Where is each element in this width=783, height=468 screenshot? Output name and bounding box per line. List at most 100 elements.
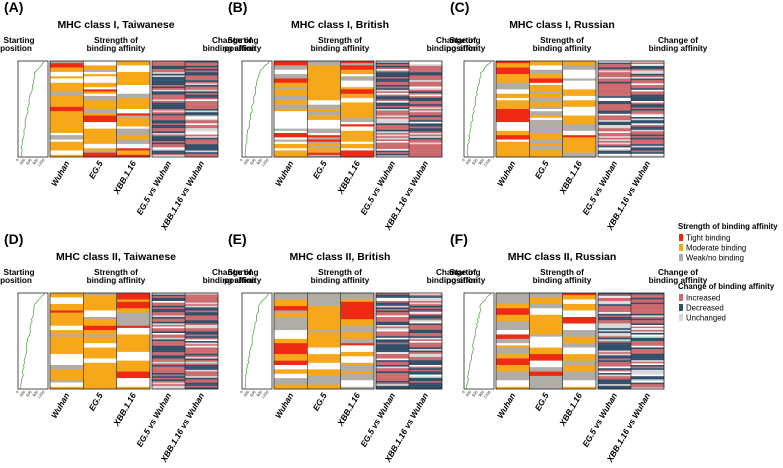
strength-cell: [529, 109, 563, 112]
change-cell: [376, 349, 409, 351]
change-cell: [152, 353, 185, 356]
strength-cell: [340, 384, 374, 388]
change-cell: [185, 112, 218, 114]
change-cell: [376, 369, 409, 372]
strength-heatmap: [274, 293, 374, 390]
strength-cell: [529, 371, 563, 377]
change-cell: [631, 101, 664, 103]
strength-cell: [50, 133, 84, 136]
strength-cell: [50, 293, 84, 298]
strength-column-label: XBB.1.16: [111, 391, 138, 429]
change-cell: [376, 341, 409, 343]
change-cell: [631, 152, 664, 154]
strength-cell: [562, 106, 596, 112]
change-cell: [152, 102, 185, 105]
change-cell: [185, 107, 218, 110]
change-cell: [631, 339, 664, 342]
strength-cell: [116, 334, 150, 340]
change-cell: [598, 321, 631, 324]
change-cell: [185, 294, 218, 297]
legend-label-tight: Tight binding: [686, 234, 730, 243]
strength-cell: [562, 152, 596, 158]
change-cell: [376, 70, 409, 73]
strength-cell: [529, 382, 563, 390]
change-cell: [409, 381, 442, 383]
change-cell: [376, 150, 409, 153]
strength-header-line1: Strength of: [94, 268, 138, 277]
strength-cell: [562, 111, 596, 116]
strength-cell: [496, 135, 530, 140]
strength-cell: [496, 303, 530, 309]
change-cell: [409, 363, 442, 366]
change-cell: [185, 344, 218, 346]
change-cell: [185, 117, 218, 119]
change-cell: [631, 310, 664, 313]
strength-cell: [50, 135, 84, 140]
change-cell: [631, 70, 664, 73]
strength-header-line2: binding affinity: [311, 276, 370, 285]
change-cell: [152, 121, 185, 124]
change-cell: [376, 318, 409, 321]
change-cell: [598, 134, 631, 137]
strength-cell: [496, 330, 530, 335]
strength-cell: [274, 360, 308, 366]
strength-column-label: XBB.1.16: [111, 159, 138, 197]
change-cell: [598, 377, 631, 380]
change-cell: [376, 77, 409, 79]
change-cell: [409, 341, 442, 343]
strength-cell: [307, 332, 341, 335]
strength-cell: [529, 106, 563, 110]
strength-cell: [562, 380, 596, 388]
strength-cell: [340, 332, 374, 340]
strength-cell: [307, 69, 341, 75]
change-cell: [185, 325, 218, 327]
strength-cell: [116, 319, 150, 327]
change-cell: [409, 115, 442, 118]
strength-cell: [529, 128, 563, 132]
strength-cell: [340, 380, 374, 385]
change-cell: [598, 357, 631, 359]
strength-cell: [83, 95, 117, 101]
strength-cell: [562, 386, 596, 390]
strength-cell: [274, 330, 308, 333]
change-cell: [152, 118, 185, 121]
change-cell: [376, 376, 409, 378]
change-cell: [598, 69, 631, 71]
change-cell: [152, 83, 185, 86]
change-cell: [598, 152, 631, 154]
change-cell: [631, 353, 664, 356]
position-tick-label: 0: [460, 389, 466, 395]
change-cell: [631, 376, 664, 378]
change-header-line2: binding affinity: [203, 276, 262, 285]
strength-cell: [50, 369, 84, 375]
strength-cell: [83, 143, 117, 149]
change-cell: [376, 80, 409, 82]
change-cell: [409, 342, 442, 345]
strength-cell: [529, 351, 563, 355]
panel-label: (C): [450, 0, 469, 15]
strength-cell: [50, 360, 84, 366]
change-cell: [409, 369, 442, 372]
change-cell: [185, 293, 218, 295]
change-cell: [376, 307, 409, 310]
strength-cell: [340, 104, 374, 108]
strength-cell: [340, 139, 374, 143]
panel-a: (A)MHC class I, TaiwaneseStartingpositio…: [0, 0, 262, 232]
change-cell: [376, 309, 409, 311]
panel-f: (F) MHC class II, Russian Startingposition…: [446, 231, 708, 464]
change-cell: [376, 344, 409, 346]
change-cell: [631, 115, 664, 118]
strength-cell: [50, 115, 84, 119]
change-heatmap: [376, 61, 442, 158]
change-cell: [376, 149, 409, 151]
change-cell: [409, 147, 442, 150]
change-cell: [152, 89, 185, 92]
change-cell: [152, 94, 185, 97]
legend-label-unchanged: Unchanged: [686, 314, 726, 323]
strength-cell: [496, 126, 530, 132]
change-cell: [631, 75, 664, 78]
strength-cell: [529, 87, 563, 92]
change-cell: [631, 299, 664, 302]
position-tick-label: 1200: [36, 157, 46, 168]
change-cell: [376, 126, 409, 129]
